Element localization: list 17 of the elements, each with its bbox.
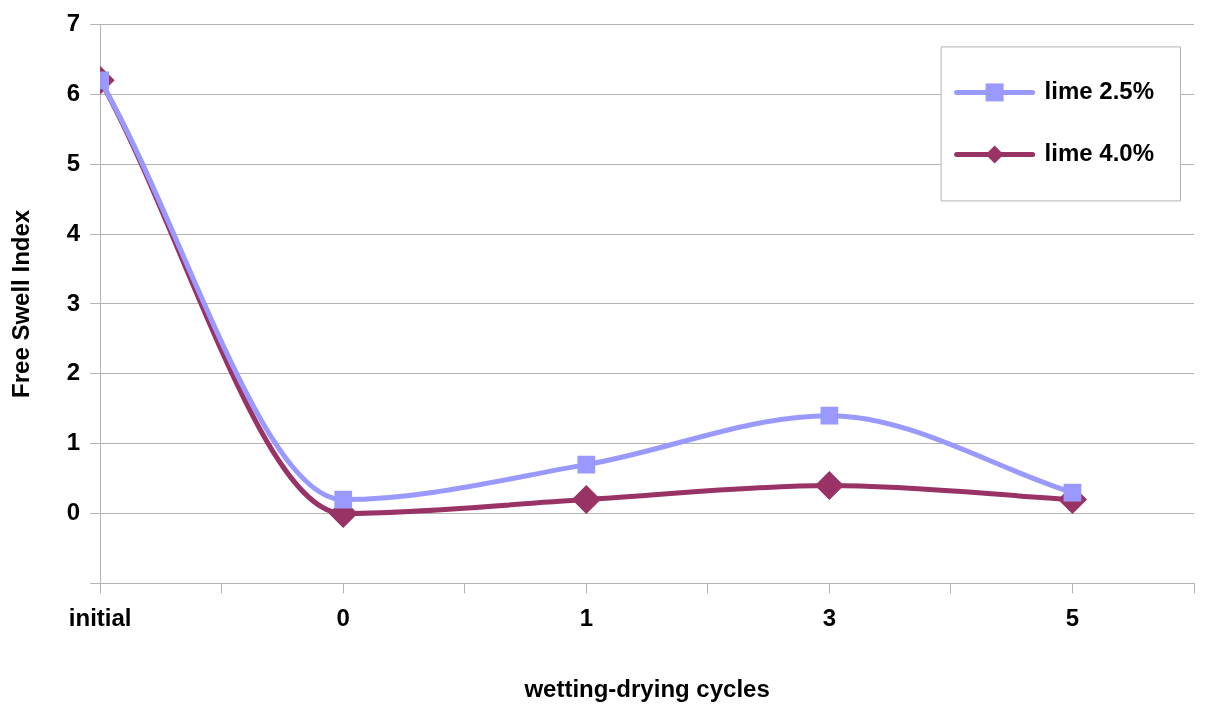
x-tick-label: 0 xyxy=(336,604,350,632)
y-tick-label: 3 xyxy=(66,288,81,316)
y-tick-label: 7 xyxy=(66,9,81,37)
y-axis-title: Free Swell Index xyxy=(7,209,35,398)
y-tick-label: 2 xyxy=(66,358,81,386)
y-tick-label: 4 xyxy=(66,218,81,246)
y-tick-label: 5 xyxy=(66,148,81,176)
legend-label: lime 2.5% xyxy=(1044,77,1155,105)
y-tick-label: 0 xyxy=(66,498,81,526)
x-tick-label: initial xyxy=(68,604,132,632)
x-tick-label: 5 xyxy=(1065,604,1080,632)
x-tick-label: 3 xyxy=(822,604,837,632)
y-tick-label: 1 xyxy=(66,428,81,456)
x-axis-title: wetting-drying cycles xyxy=(523,675,770,703)
x-tick-label: 1 xyxy=(579,604,593,632)
y-tick-label: 6 xyxy=(66,78,81,106)
legend-label: lime 4.0% xyxy=(1044,139,1155,167)
